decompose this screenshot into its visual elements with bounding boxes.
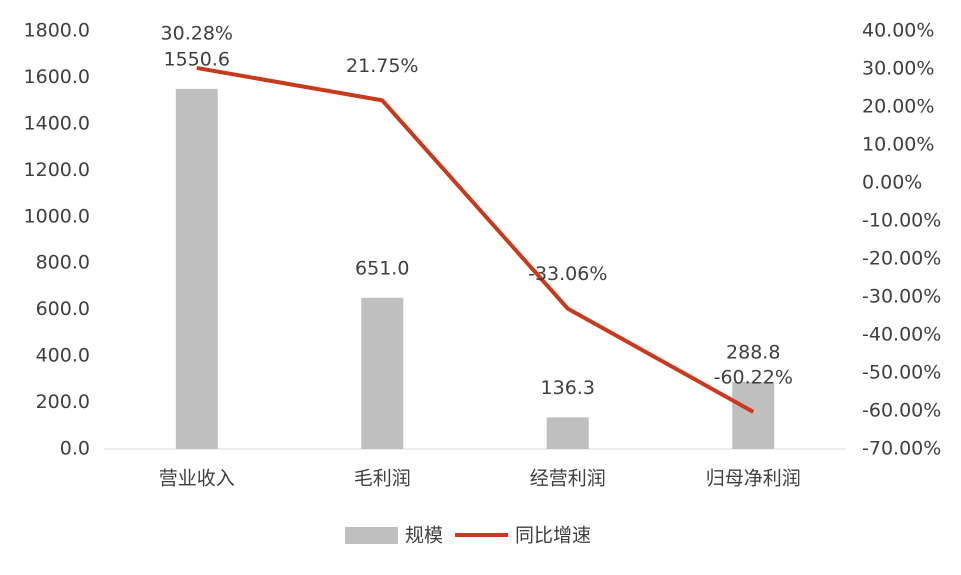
bar	[175, 88, 218, 449]
y-tick-label: 1600.0	[24, 66, 90, 88]
y2-tick-label: -10.00%	[862, 210, 941, 232]
x-tick-label: 毛利润	[354, 468, 411, 490]
x-tick-label: 营业收入	[159, 468, 235, 490]
y-tick-label: 200.0	[36, 391, 90, 413]
y-tick-label: 400.0	[36, 345, 90, 367]
bar	[546, 417, 589, 449]
line-value-label: -60.22%	[714, 366, 793, 388]
y2-tick-label: -30.00%	[862, 286, 941, 308]
y2-tick-label: -70.00%	[862, 438, 941, 460]
line-value-label: 21.75%	[346, 55, 418, 77]
x-tick-label: 经营利润	[530, 468, 606, 490]
legend-label: 规模	[405, 525, 443, 547]
line	[196, 65, 755, 414]
y2-tick-label: 0.00%	[862, 172, 922, 194]
legend-swatch	[345, 527, 398, 544]
y2-tick-label: -60.00%	[862, 400, 941, 422]
bar	[361, 297, 404, 449]
y-tick-label: 600.0	[36, 298, 90, 320]
bar-value-label: 1550.6	[164, 48, 230, 70]
legend-label: 同比增速	[515, 525, 591, 547]
y2-tick-label: 40.00%	[862, 20, 934, 42]
bar-value-label: 288.8	[726, 341, 780, 363]
y2-tick-label: -40.00%	[862, 324, 941, 346]
y-tick-label: 1800.0	[24, 20, 90, 42]
y-tick-label: 1000.0	[24, 205, 90, 227]
y2-tick-label: -20.00%	[862, 248, 941, 270]
y-tick-label: 1400.0	[24, 112, 90, 134]
y-tick-label: 0.0	[60, 438, 90, 460]
bar	[732, 381, 775, 449]
line-value-label: -33.06%	[528, 263, 607, 285]
y2-tick-label: 10.00%	[862, 134, 934, 156]
x-tick-label: 归母净利润	[706, 468, 801, 490]
y2-tick-label: -50.00%	[862, 362, 941, 384]
line-value-label: 30.28%	[161, 22, 233, 44]
y2-tick-label: 30.00%	[862, 58, 934, 80]
y-tick-label: 1200.0	[24, 159, 90, 181]
y2-tick-label: 20.00%	[862, 96, 934, 118]
bar-value-label: 136.3	[541, 377, 595, 399]
y-tick-label: 800.0	[36, 252, 90, 274]
bar-value-label: 651.0	[355, 257, 409, 279]
